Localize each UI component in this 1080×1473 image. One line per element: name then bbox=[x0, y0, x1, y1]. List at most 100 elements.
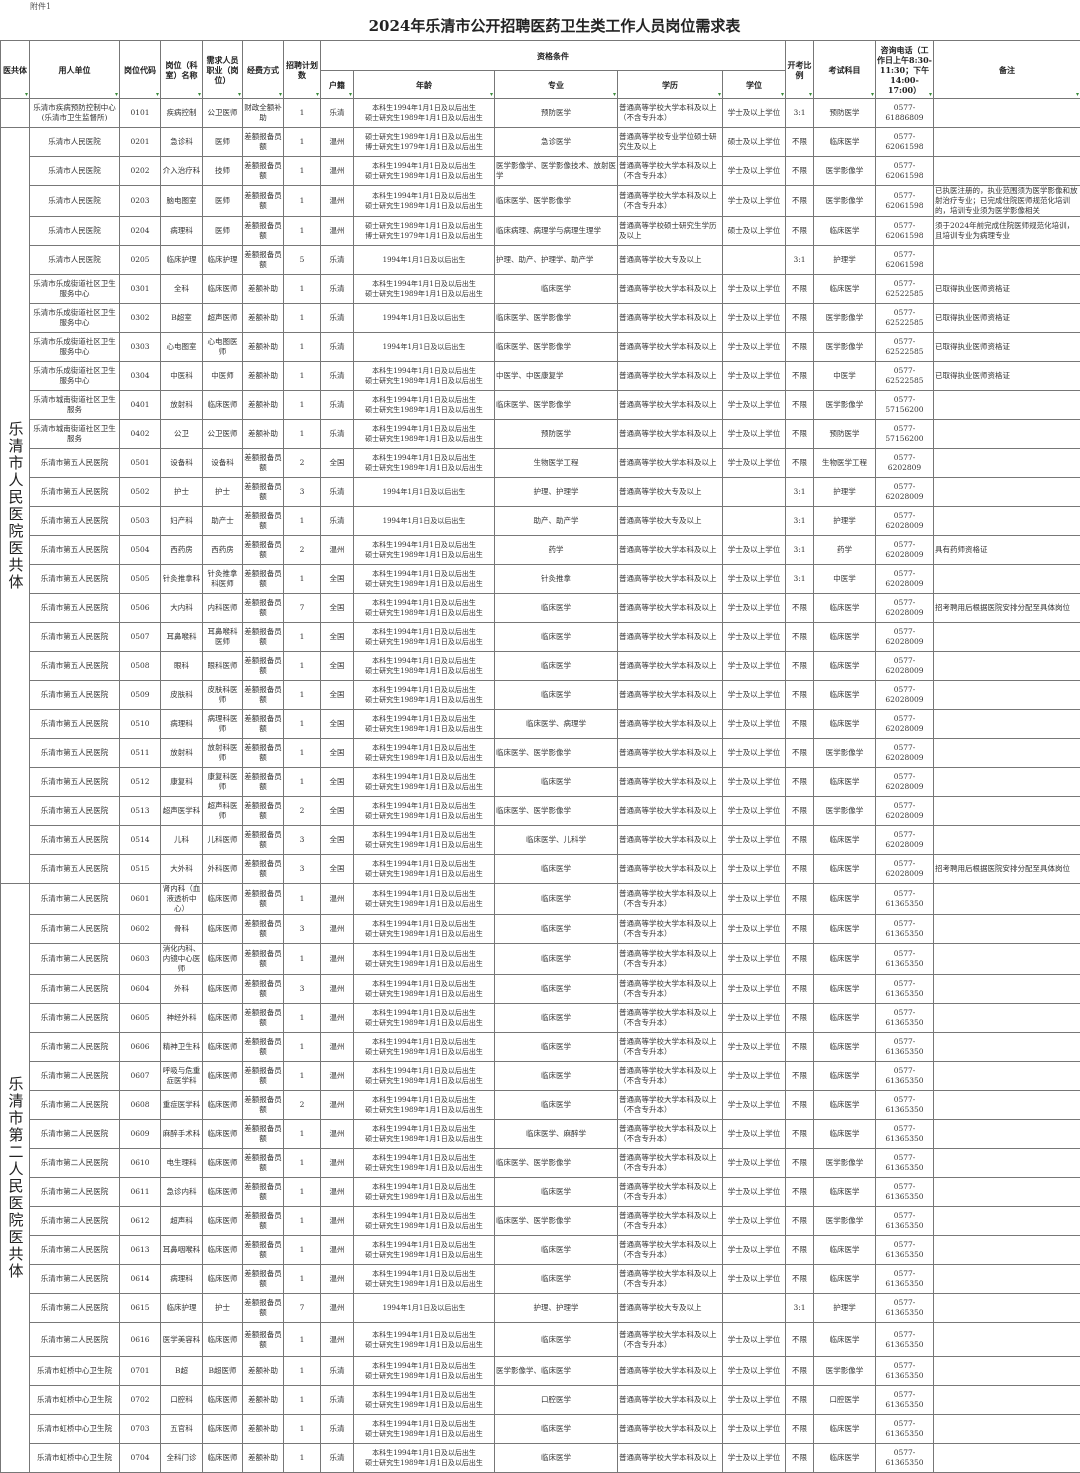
cell-exam: 临床医学 bbox=[814, 975, 876, 1004]
cell-funding: 差额报备员额 bbox=[243, 1323, 284, 1357]
filter-dropdown-icon[interactable]: ▾ bbox=[871, 92, 874, 98]
cell-occupation: 助产士 bbox=[203, 507, 243, 536]
cell-phone: 0577-62522585 bbox=[876, 304, 934, 333]
header-post[interactable]: 岗位（科室）名称▾ bbox=[161, 41, 203, 99]
cell-code: 0603 bbox=[120, 944, 161, 975]
cell-funding: 差额报备员额 bbox=[243, 128, 284, 157]
filter-dropdown-icon[interactable]: ▾ bbox=[156, 92, 159, 98]
cell-occupation: 设备科 bbox=[203, 449, 243, 478]
filter-dropdown-icon[interactable]: ▾ bbox=[316, 92, 319, 98]
filter-dropdown-icon[interactable]: ▾ bbox=[238, 92, 241, 98]
cell-post: 放射科 bbox=[161, 739, 203, 768]
cell-unit: 乐清市第五人民医院 bbox=[30, 681, 120, 710]
cell-phone: 0577-62028009 bbox=[876, 710, 934, 739]
cell-ratio: 不限 bbox=[786, 420, 814, 449]
cell-remark bbox=[934, 449, 1080, 478]
cell-education: 普通高等学校大专及以上 bbox=[618, 507, 723, 536]
cell-huji: 温州 bbox=[321, 1091, 354, 1120]
cell-education: 普通高等学校大学本科及以上 bbox=[618, 1386, 723, 1415]
header-plan[interactable]: 招聘计划数▾ bbox=[284, 41, 321, 99]
cell-ratio: 不限 bbox=[786, 391, 814, 420]
cell-ratio: 3:1 bbox=[786, 478, 814, 507]
filter-dropdown-icon[interactable]: ▾ bbox=[115, 92, 118, 98]
cell-post: 脑电图室 bbox=[161, 186, 203, 217]
filter-dropdown-icon[interactable]: ▾ bbox=[718, 92, 721, 98]
cell-ratio: 不限 bbox=[786, 768, 814, 797]
header-education[interactable]: 学历▾ bbox=[618, 71, 723, 99]
filter-dropdown-icon[interactable]: ▾ bbox=[198, 92, 201, 98]
filter-dropdown-icon[interactable]: ▾ bbox=[349, 92, 352, 98]
cell-exam: 临床医学 bbox=[814, 594, 876, 623]
filter-dropdown-icon[interactable]: ▾ bbox=[929, 92, 932, 98]
filter-dropdown-icon[interactable]: ▾ bbox=[613, 92, 616, 98]
cell-occupation: 临床医师 bbox=[203, 1415, 243, 1444]
cell-remark bbox=[934, 944, 1080, 975]
cell-post: 大外科 bbox=[161, 855, 203, 884]
cell-phone: 0577-62028009 bbox=[876, 826, 934, 855]
cell-unit: 乐清市虹桥中心卫生院 bbox=[30, 1444, 120, 1473]
header-unit[interactable]: 用人单位▾ bbox=[30, 41, 120, 99]
cell-plan: 1 bbox=[284, 1265, 321, 1294]
cell-ratio: 不限 bbox=[786, 652, 814, 681]
header-huji[interactable]: 户籍▾ bbox=[321, 71, 354, 99]
header-exam[interactable]: 考试科目▾ bbox=[814, 41, 876, 99]
header-funding[interactable]: 经费方式▾ bbox=[243, 41, 284, 99]
filter-dropdown-icon[interactable]: ▾ bbox=[1076, 92, 1079, 98]
cell-degree: 学士及以上学位 bbox=[723, 623, 786, 652]
cell-major: 临床医学、医学影像学 bbox=[495, 186, 618, 217]
cell-phone: 0577-62028009 bbox=[876, 507, 934, 536]
header-remark[interactable]: 备注▾ bbox=[934, 41, 1080, 99]
cell-plan: 1 bbox=[284, 1444, 321, 1473]
cell-degree: 学士及以上学位 bbox=[723, 884, 786, 915]
header-major[interactable]: 专业▾ bbox=[495, 71, 618, 99]
cell-degree: 学士及以上学位 bbox=[723, 797, 786, 826]
cell-exam: 医学影像学 bbox=[814, 157, 876, 186]
filter-dropdown-icon[interactable]: ▾ bbox=[809, 92, 812, 98]
cell-exam: 临床医学 bbox=[814, 1120, 876, 1149]
cell-remark bbox=[934, 826, 1080, 855]
cell-unit: 乐清市城南街道社区卫生服务 bbox=[30, 391, 120, 420]
cell-phone: 0577-62061598 bbox=[876, 128, 934, 157]
filter-dropdown-icon[interactable]: ▾ bbox=[279, 92, 282, 98]
cell-post: 呼吸与危重症医学科 bbox=[161, 1062, 203, 1091]
cell-code: 0205 bbox=[120, 246, 161, 275]
filter-dropdown-icon[interactable]: ▾ bbox=[25, 92, 28, 98]
cell-funding: 差额补助 bbox=[243, 1357, 284, 1386]
cell-age: 本科生1994年1月1日及以后出生 硕士研究生1989年1月1日及以后出生 bbox=[354, 855, 495, 884]
cell-ratio: 不限 bbox=[786, 826, 814, 855]
cell-code: 0506 bbox=[120, 594, 161, 623]
cell-post: 精神卫生科 bbox=[161, 1033, 203, 1062]
cell-plan: 1 bbox=[284, 1004, 321, 1033]
cell-plan: 1 bbox=[284, 217, 321, 246]
filter-dropdown-icon[interactable]: ▾ bbox=[781, 92, 784, 98]
header-code[interactable]: 岗位代码▾ bbox=[120, 41, 161, 99]
cell-occupation: 临床医师 bbox=[203, 1120, 243, 1149]
header-group[interactable]: 医共体▾ bbox=[1, 41, 30, 99]
cell-age: 本科生1994年1月1日及以后出生 硕士研究生1989年1月1日及以后出生 bbox=[354, 797, 495, 826]
header-degree[interactable]: 学位▾ bbox=[723, 71, 786, 99]
cell-phone: 0577-61886809 bbox=[876, 99, 934, 128]
cell-major: 临床医学 bbox=[495, 1323, 618, 1357]
cell-age: 1994年1月1日及以后出生 bbox=[354, 246, 495, 275]
cell-unit: 乐清市城南街道社区卫生服务 bbox=[30, 420, 120, 449]
cell-occupation: 临床医师 bbox=[203, 915, 243, 944]
cell-age: 本科生1994年1月1日及以后出生 硕士研究生1989年1月1日及以后出生 bbox=[354, 1178, 495, 1207]
header-occupation[interactable]: 需求人员职业（岗位）▾ bbox=[203, 41, 243, 99]
cell-post: 耳鼻喉科 bbox=[161, 623, 203, 652]
header-ratio[interactable]: 开考比例▾ bbox=[786, 41, 814, 99]
filter-dropdown-icon[interactable]: ▾ bbox=[490, 92, 493, 98]
header-phone[interactable]: 咨询电话（工作日上午8:30-11:30；下午14:00-17:00）▾ bbox=[876, 41, 934, 99]
cell-plan: 1 bbox=[284, 1207, 321, 1236]
cell-remark bbox=[934, 99, 1080, 128]
header-age[interactable]: 年龄▾ bbox=[354, 71, 495, 99]
cell-degree: 学士及以上学位 bbox=[723, 536, 786, 565]
